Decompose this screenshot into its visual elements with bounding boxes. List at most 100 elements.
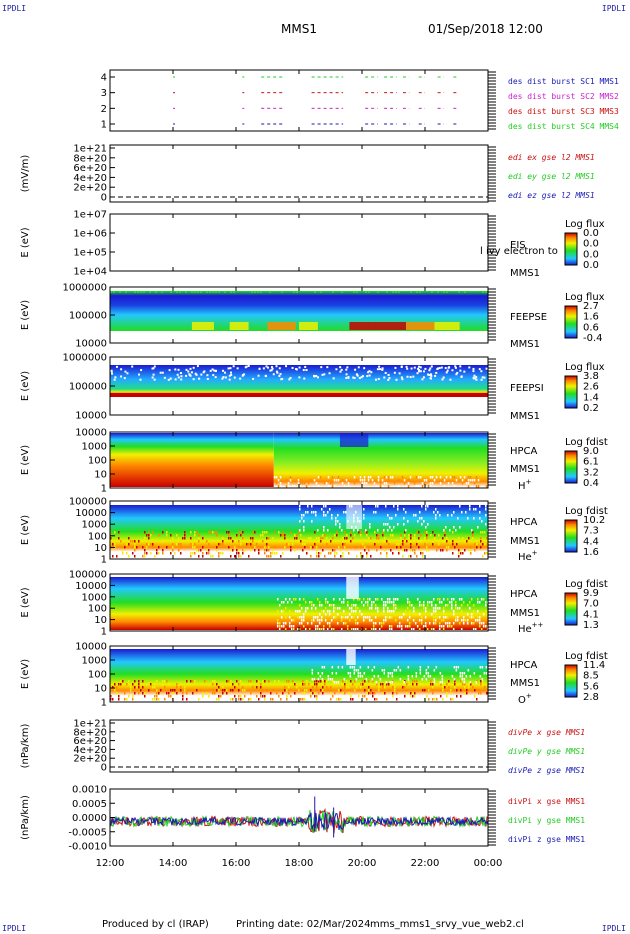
hpca-he-noise: [480, 537, 482, 540]
hpca-he-noise: [360, 546, 362, 549]
feepsi-gap: [401, 378, 404, 381]
hpca-he2-gap: [316, 598, 319, 601]
hpca-he2-gap: [408, 622, 411, 625]
hpca-o-noise: [164, 686, 166, 689]
feepsi-gap: [368, 370, 371, 373]
hpca-o-noise: [464, 686, 466, 689]
hpca-o-gap: [357, 675, 360, 678]
hpca-he-gap: [387, 523, 389, 526]
hpca-he-noise: [120, 540, 122, 543]
hpca-o-noise: [306, 680, 308, 683]
hpca-he-noise: [382, 540, 384, 543]
feepsi-gap: [279, 373, 282, 376]
feepse-pixel: [155, 291, 157, 293]
y-tick-label: -0.0005: [68, 827, 107, 838]
hpca-he-noise: [342, 555, 344, 558]
hpca-o-noise: [294, 692, 296, 695]
hpca-he-noise: [414, 549, 416, 552]
feepsi-gap: [445, 371, 448, 374]
hpca-he2-gap: [354, 622, 357, 625]
hpca-he-gap: [473, 517, 475, 520]
hpca-o-gap: [363, 672, 366, 675]
hpca-he-noise: [258, 549, 260, 552]
hpca-he2-gap: [326, 622, 329, 625]
colorbar: [564, 592, 578, 626]
feepsi-gap: [352, 376, 355, 379]
hpca-o-gap: [419, 672, 422, 675]
hpca-o-noise: [218, 698, 220, 701]
feepsi-gap: [387, 379, 390, 381]
hpca-he-noise: [344, 531, 346, 534]
hpca-he-noise: [330, 540, 332, 543]
hpca-he-noise: [272, 552, 274, 555]
hpca-he-noise: [300, 540, 302, 543]
hpca-o-noise: [416, 680, 418, 683]
hpca-o-noise: [336, 698, 338, 701]
hpca-he-gap: [481, 520, 483, 523]
hpca-h-noise: [387, 476, 390, 479]
hpca-o-noise: [482, 680, 484, 683]
legend-entry: divPe z gse MMS1: [508, 766, 585, 775]
hpca-he2-gap: [406, 607, 409, 610]
hpca-he-noise: [346, 534, 348, 537]
y-tick-label: 10000: [75, 642, 107, 653]
hpca-o-noise: [408, 680, 410, 683]
hpca-he-noise: [294, 534, 296, 537]
feepsi-gap: [270, 366, 273, 369]
hpca-he-gap: [313, 511, 315, 514]
hpca-o-noise: [158, 698, 160, 701]
hpca-o-noise: [166, 680, 168, 683]
hpca-o-noise: [114, 689, 116, 692]
hpca-he-noise: [228, 537, 230, 540]
hpca-he-noise: [264, 552, 266, 555]
hpca-he-noise: [408, 534, 410, 537]
hpca-he-noise: [334, 552, 336, 555]
hpca-o-noise: [342, 692, 344, 695]
hpca-he2-gap: [302, 625, 305, 628]
hpca-he-noise: [166, 534, 168, 537]
hpca-h-noise: [485, 485, 488, 488]
hpca-h-noise: [397, 479, 400, 482]
hpca-o-noise: [412, 683, 414, 686]
hpca-he2-gap: [460, 619, 463, 622]
hpca-h-noise: [353, 482, 356, 485]
hpca-he2-gap: [282, 622, 285, 625]
hpca-o-gap: [373, 666, 376, 669]
hpca-he-noise: [290, 546, 292, 549]
hpca-he2-gap: [482, 625, 485, 628]
hpca-o-gap: [469, 675, 472, 678]
hpca-he2-gap: [386, 598, 389, 601]
hpca-he2-gap: [446, 622, 449, 625]
hpca-he-gap: [335, 517, 337, 520]
hpca-he2-gap: [432, 616, 435, 619]
hpca-o-noise: [388, 689, 390, 692]
hpca-o-noise: [422, 689, 424, 692]
hpca-h-noise: [317, 476, 320, 479]
hpca-he2-gap: [406, 625, 409, 628]
y-tick-label: 1e+05: [73, 248, 107, 259]
hpca-he-noise: [398, 549, 400, 552]
hpca-he-gap: [375, 505, 377, 508]
hpca-he2-gap: [298, 616, 301, 619]
feepsi-gap: [456, 371, 459, 374]
hpca-o-gap: [311, 678, 314, 681]
feepsi-gap: [377, 377, 380, 380]
hpca-he-noise: [240, 543, 242, 546]
hpca-he-noise: [374, 543, 376, 546]
hpca-o-noise: [468, 683, 470, 686]
hpca-he-noise: [424, 531, 426, 534]
hpca-o-noise: [206, 692, 208, 695]
hpca-he-noise: [412, 537, 414, 540]
hpca-he2-gap: [336, 607, 339, 610]
feepsi-gap: [428, 374, 431, 377]
hpca-he-noise: [444, 534, 446, 537]
hpca-he-noise: [158, 546, 160, 549]
hpca-he2-gap: [466, 619, 469, 622]
hpca-o-noise: [218, 686, 220, 689]
hpca-he-noise: [398, 546, 400, 549]
hpca-he-noise: [196, 549, 198, 552]
hpca-he-gap: [303, 526, 305, 529]
feepsi-gap: [347, 376, 350, 379]
hpca-o-noise: [430, 683, 432, 686]
hpca-he-noise: [266, 555, 268, 558]
